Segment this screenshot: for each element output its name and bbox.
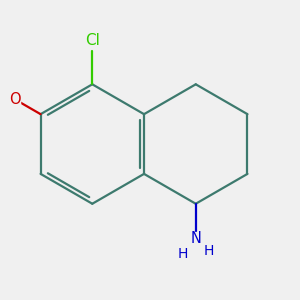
Text: Cl: Cl [85, 34, 100, 49]
Text: H: H [204, 244, 214, 258]
Text: H: H [177, 247, 188, 261]
Text: O: O [9, 92, 20, 107]
Text: N: N [190, 231, 201, 246]
